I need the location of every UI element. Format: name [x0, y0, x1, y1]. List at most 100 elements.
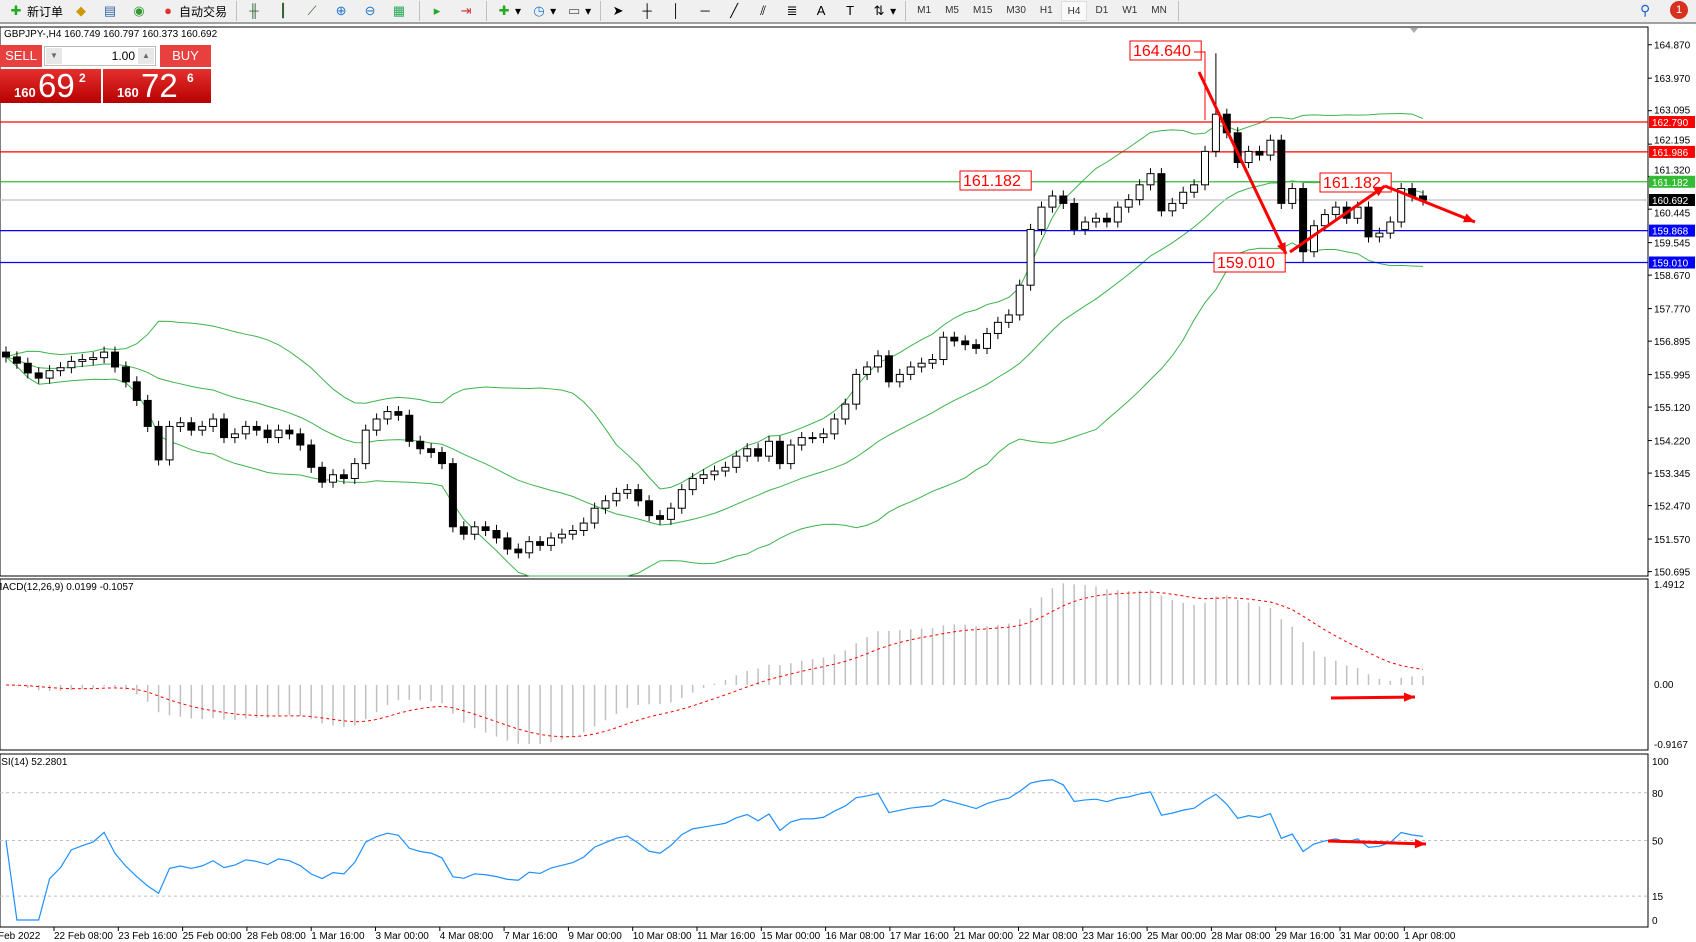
templates-button[interactable]: ▭ ▾ — [567, 3, 592, 18]
main-chart-frame — [0, 26, 1649, 577]
candle — [699, 469, 708, 485]
trendline-button[interactable]: ╱ — [722, 1, 749, 21]
y-tick-label: 155.120 — [1654, 403, 1691, 414]
candle — [525, 536, 534, 559]
candle — [394, 405, 403, 421]
candle — [612, 487, 621, 507]
candle — [1124, 194, 1133, 213]
time-axis-label: 29 Mar 16:00 — [1276, 931, 1335, 942]
horizontal-line-button[interactable]: ─ — [693, 1, 720, 21]
signals-button[interactable]: ◉ — [127, 1, 154, 21]
bar-chart-button[interactable]: ╫ — [242, 1, 269, 21]
annotation-label: 161.182 — [963, 173, 1021, 190]
tile-windows-button[interactable]: ▦ — [387, 1, 414, 21]
candle — [12, 351, 21, 369]
candle-body — [797, 437, 806, 446]
cursor-button[interactable]: ➤ — [606, 1, 633, 21]
candle — [361, 424, 370, 470]
candle — [645, 495, 654, 522]
buy-button[interactable]: BUY — [160, 45, 211, 67]
buy-price-button[interactable]: 160 72 6 — [103, 67, 211, 104]
zoom-in-button[interactable]: ⊕ — [329, 1, 356, 21]
bar-chart-icon: ╫ — [249, 3, 259, 18]
candle — [263, 424, 272, 444]
indicators-button[interactable]: ✚ ▾ — [492, 1, 525, 21]
auto-trading-button[interactable]: ● 自动交易 — [156, 1, 231, 21]
timeframe-w1[interactable]: W1 — [1122, 5, 1138, 16]
timeframe-m1[interactable]: M1 — [917, 5, 932, 16]
candle — [983, 327, 991, 354]
divider — [236, 1, 238, 21]
timeframe-h1[interactable]: H1 — [1039, 5, 1053, 16]
timeframe-m5[interactable]: M5 — [945, 5, 959, 16]
projection-arrow — [1384, 184, 1476, 224]
lot-size-stepper[interactable]: ▼ ▲ — [44, 46, 156, 66]
text-label-button[interactable]: T — [838, 1, 865, 21]
candle-body — [579, 522, 588, 532]
bollinger-lower — [5, 242, 1424, 577]
candle-body — [601, 500, 610, 509]
timeframe-h4[interactable]: H4 — [1060, 1, 1088, 21]
equidistant-channel-button[interactable]: ⫽ — [751, 1, 778, 21]
candle — [677, 484, 686, 514]
arrows-button[interactable]: ⇅ ▾ — [867, 1, 900, 21]
candlestick-button[interactable]: ┃ — [271, 1, 298, 21]
text-button[interactable]: A — [809, 1, 836, 21]
periods-button[interactable]: ◷ ▾ — [527, 1, 560, 21]
chart-shift-button[interactable]: ⇥ — [454, 1, 481, 21]
vertical-line-button[interactable]: │ — [664, 1, 691, 21]
price-level-tag — [1649, 175, 1695, 188]
candle — [579, 517, 588, 537]
candle-body — [1146, 173, 1155, 186]
candle — [307, 439, 316, 473]
time-axis-label: 15 Mar 00:00 — [761, 931, 820, 942]
timeframe-m30[interactable]: M30 — [1006, 5, 1026, 16]
auto-scroll-button[interactable]: ▸ — [425, 1, 452, 21]
new-order-button[interactable]: ✚ 新订单 — [4, 1, 67, 21]
timeframe-d1[interactable]: D1 — [1095, 5, 1109, 16]
candle — [492, 524, 501, 544]
candle-body — [307, 444, 316, 468]
y-tick-label: 152.470 — [1654, 502, 1691, 513]
chart-shift-marker — [1410, 28, 1418, 33]
time-axis-label: 23 Feb 16:00 — [118, 931, 177, 942]
y-tick-label: 162.195 — [1654, 135, 1691, 146]
data-window-button[interactable]: ▤ — [98, 1, 125, 21]
y-tick-label: 160.445 — [1654, 208, 1691, 219]
candle — [34, 367, 43, 384]
candle-body — [852, 373, 861, 405]
y-tick-label: 154.220 — [1654, 437, 1691, 448]
candle — [775, 435, 784, 470]
candle — [666, 502, 675, 525]
candle — [514, 543, 523, 559]
market-watch-button[interactable]: ◆ — [69, 1, 96, 21]
decrease-lot-button[interactable]: ▼ — [46, 48, 62, 64]
sell-price-button[interactable]: 160 69 2 — [0, 67, 101, 104]
candle-body — [1070, 202, 1079, 230]
search-icon[interactable]: ⚲ — [1640, 2, 1651, 18]
timeframe-m15[interactable]: M15 — [972, 5, 993, 16]
notification-badge[interactable]: 1 — [1670, 1, 1688, 19]
candle — [78, 353, 87, 367]
candle-body — [612, 492, 621, 502]
increase-lot-button[interactable]: ▲ — [138, 48, 154, 64]
price-level-tag — [1649, 116, 1695, 129]
lot-size-input[interactable] — [65, 48, 135, 64]
timeframe-mn[interactable]: MN — [1151, 5, 1167, 16]
candle-body — [786, 444, 795, 465]
candle — [634, 484, 643, 507]
crosshair-button[interactable]: ┼ — [635, 1, 662, 21]
fibonacci-button[interactable]: ≣ — [780, 1, 807, 21]
zoom-out-button[interactable]: ⊖ — [358, 1, 385, 21]
sell-button[interactable]: SELL — [0, 45, 42, 67]
price-level-label: 161.182 — [1652, 178, 1689, 189]
macd-arrow-head — [1403, 692, 1415, 702]
candle — [111, 346, 119, 373]
auto-trading-icon: ● — [164, 3, 172, 18]
price-level-tag — [1649, 193, 1695, 206]
line-chart-button[interactable]: ⟋ — [300, 1, 327, 21]
candle — [819, 428, 828, 444]
candle — [230, 428, 239, 444]
clock-icon: ◷ — [533, 3, 545, 18]
